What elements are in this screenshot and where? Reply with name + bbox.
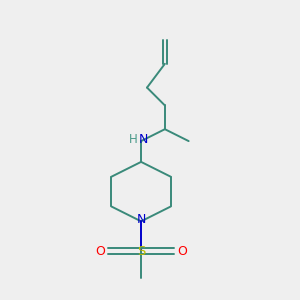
Text: O: O [95, 244, 105, 258]
Text: N: N [139, 133, 148, 146]
Text: H: H [128, 133, 137, 146]
Text: N: N [136, 213, 146, 226]
Text: S: S [137, 244, 145, 258]
Text: O: O [177, 244, 187, 258]
